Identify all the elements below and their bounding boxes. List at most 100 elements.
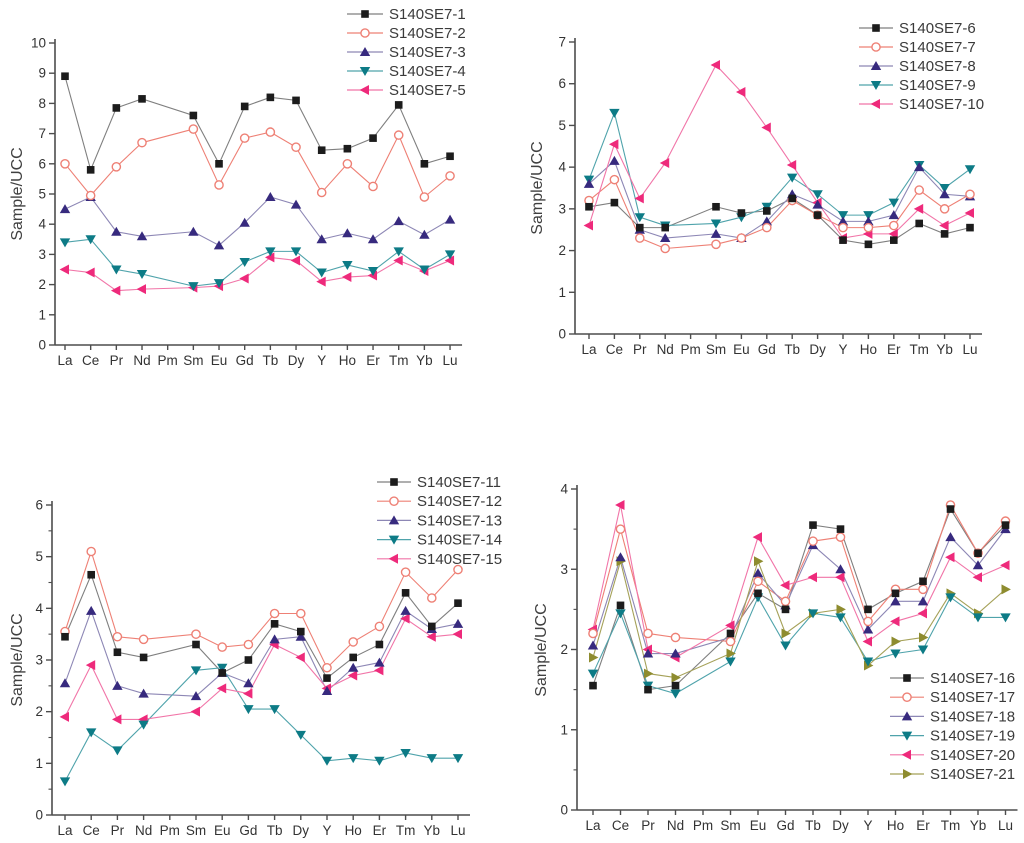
- triangle-up-marker-icon: [321, 686, 333, 695]
- triangle-down-marker-icon: [290, 247, 302, 257]
- triangle-left-marker-icon: [444, 255, 455, 266]
- square-marker-icon: [839, 236, 847, 244]
- open-circle-marker-icon: [609, 174, 620, 185]
- triangle-up-marker-icon: [761, 216, 772, 226]
- square-marker-icon: [903, 674, 911, 682]
- triangle-up-marker-icon: [642, 648, 654, 658]
- x-category-label: La: [57, 823, 73, 838]
- x-category-label: Lu: [450, 823, 465, 838]
- series-line-S140SE7-2: [64, 128, 451, 198]
- x-category-label: Ho: [887, 818, 904, 833]
- triangle-up-marker-icon: [914, 162, 925, 172]
- x-category-label: Pm: [693, 818, 713, 833]
- square-marker-icon: [864, 605, 872, 614]
- x-axis-ticks: La Ce Pr Nd Pm Sm Eu Gd Tb Dy Y Ho Er Tm Yb Lu: [57, 815, 466, 838]
- triangle-left-marker-icon: [374, 665, 384, 676]
- x-axis-ticks: La Ce Pr Nd Pm Sm Eu Gd Tb Dy Y Ho Er Tm Yb Lu: [581, 334, 978, 357]
- triangle-down-marker-icon: [400, 749, 411, 758]
- legend-label: S140SE7-7: [899, 39, 976, 56]
- x-category-label: Yb: [970, 818, 987, 833]
- square-marker-icon: [636, 223, 644, 232]
- series-markers-S140SE7-1: [61, 72, 454, 174]
- x-category-label: Tm: [396, 823, 416, 838]
- square-marker-icon: [139, 653, 148, 662]
- x-category-label: Tb: [805, 818, 821, 833]
- triangle-up-marker-icon: [890, 596, 901, 606]
- open-circle-marker-icon: [191, 629, 201, 639]
- legend-item-S140SE7-15: S140SE7-15: [377, 551, 502, 568]
- open-circle-marker-icon: [914, 185, 925, 195]
- triangle-down-marker-icon: [426, 754, 437, 764]
- y-tick-label: 0: [35, 808, 43, 823]
- triangle-down-marker-icon: [862, 657, 874, 667]
- triangle-down-marker-icon: [393, 247, 404, 257]
- x-category-label: La: [581, 342, 597, 357]
- triangle-left-marker-icon: [659, 157, 670, 168]
- legend-item-S140SE7-17: S140SE7-17: [890, 689, 1015, 706]
- open-circle-marker-icon: [269, 608, 280, 619]
- triangle-left-marker-icon: [583, 220, 593, 231]
- triangle-left-marker-icon: [901, 749, 911, 760]
- x-category-label: Ce: [606, 342, 623, 357]
- axes: [54, 39, 463, 346]
- open-circle-marker-icon: [368, 181, 378, 192]
- y-axis-ticks: 0 1 2 3 4 5 6: [35, 498, 52, 823]
- square-marker-icon: [87, 570, 95, 579]
- triangle-down-marker-icon: [972, 613, 984, 623]
- triangle-left-marker-icon: [359, 85, 369, 95]
- square-marker-icon: [215, 160, 223, 168]
- open-circle-marker-icon: [389, 496, 399, 507]
- panel-top-left: 0 1 2 3 4 5 6 7 8 9 10 La Ce Pr Nd Pm Sm Eu Gd Tb Dy Y Ho Er Tm Y…: [9, 6, 466, 368]
- series-line-S140SE7-9: [588, 111, 971, 227]
- x-category-label: Ho: [339, 353, 356, 368]
- open-circle-marker-icon: [188, 124, 199, 134]
- series-markers-S140SE7-4: [59, 235, 456, 292]
- open-circle-marker-icon: [360, 28, 370, 38]
- y-tick-label: 2: [558, 243, 566, 258]
- triangle-down-marker-icon: [780, 641, 791, 651]
- x-category-label: Tb: [784, 342, 800, 357]
- legend-item-S140SE7-9: S140SE7-9: [859, 77, 976, 94]
- x-category-label: Lu: [962, 342, 977, 357]
- series-line-S140SE7-11: [64, 573, 459, 679]
- triangle-up-marker-icon: [290, 199, 302, 209]
- x-axis-ticks: La Ce Pr Nd Pm Sm Eu Gd Tb Dy Y Ho Er Tm Yb Lu: [585, 810, 1013, 833]
- triangle-left-marker-icon: [780, 580, 790, 591]
- square-marker-icon: [974, 549, 982, 557]
- legend-label: S140SE7-13: [417, 512, 502, 529]
- square-marker-icon: [864, 240, 873, 249]
- square-marker-icon: [369, 134, 377, 142]
- square-marker-icon: [809, 521, 817, 529]
- open-circle-marker-icon: [243, 639, 254, 650]
- open-circle-marker-icon: [295, 608, 306, 619]
- triangle-left-marker-icon: [835, 572, 845, 583]
- x-category-label: Gd: [236, 353, 254, 368]
- series-markers-S140SE7-3: [59, 192, 456, 250]
- axes: [576, 485, 1018, 811]
- series-lines: [64, 549, 459, 782]
- square-marker-icon: [836, 525, 845, 533]
- legend-item-S140SE7-8: S140SE7-8: [859, 58, 976, 75]
- y-tick-label: 0: [560, 803, 568, 818]
- y-tick-label: 6: [558, 76, 566, 91]
- triangle-down-marker-icon: [213, 279, 225, 289]
- triangle-left-marker-icon: [725, 620, 735, 631]
- triangle-up-marker-icon: [452, 618, 464, 628]
- triangle-up-marker-icon: [295, 631, 306, 641]
- triangle-down-marker-icon: [419, 265, 430, 275]
- square-marker-icon: [349, 653, 357, 662]
- square-marker-icon: [266, 93, 275, 102]
- open-circle-marker-icon: [138, 634, 149, 645]
- triangle-left-marker-icon: [59, 264, 69, 275]
- y-tick-label: 4: [558, 160, 566, 175]
- triangle-left-marker-icon: [295, 652, 305, 663]
- open-circle-marker-icon: [86, 546, 96, 557]
- triangle-down-marker-icon: [321, 756, 333, 766]
- legend-item-S140SE7-7: S140SE7-7: [859, 39, 976, 56]
- y-tick-label: 7: [558, 35, 566, 50]
- open-circle-marker-icon: [265, 127, 276, 137]
- open-circle-marker-icon: [393, 130, 404, 140]
- triangle-left-marker-icon: [136, 284, 147, 295]
- y-tick-label: 3: [38, 247, 46, 262]
- triangle-up-marker-icon: [835, 564, 846, 574]
